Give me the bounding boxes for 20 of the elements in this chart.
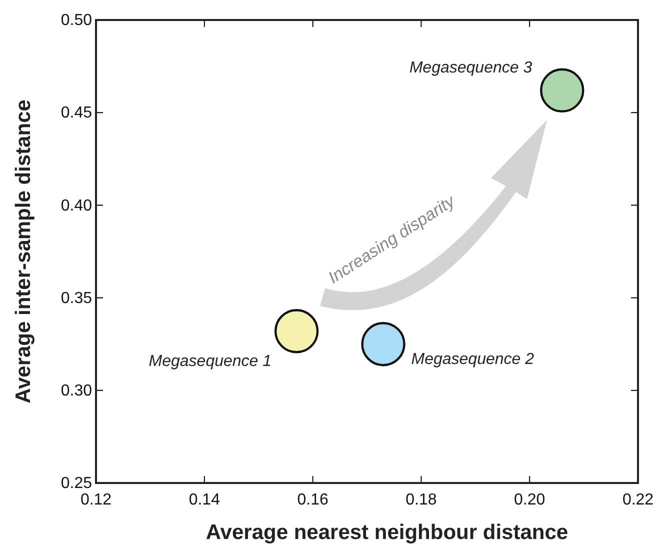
- series-label: Megasequence 1: [148, 353, 272, 370]
- y-tick-label: 0.30: [60, 382, 92, 400]
- x-tick-label: 0.18: [406, 491, 437, 508]
- y-tick-label: 0.25: [60, 475, 92, 492]
- x-tick-label: 0.20: [514, 491, 546, 508]
- point: [274, 309, 319, 354]
- y-tick-label: 0.35: [60, 290, 92, 307]
- x-tick-label: 0.14: [188, 491, 220, 508]
- y-tick-label: 0.45: [60, 104, 92, 122]
- y-tick-label: 0.40: [60, 197, 92, 214]
- y-axis-title: Average inter-sample distance: [12, 100, 35, 404]
- series-label: Megasequence 3: [409, 59, 532, 76]
- series-label: Megasequence 2: [411, 351, 534, 368]
- point: [361, 322, 406, 366]
- point: [540, 68, 584, 112]
- x-tick-label: 0.16: [297, 491, 328, 508]
- x-tick-label: 0.12: [80, 491, 112, 508]
- x-axis-title: Average nearest neighbour distance: [206, 521, 568, 544]
- x-tick-label: 0.22: [622, 491, 654, 508]
- y-tick-label: 0.50: [60, 12, 92, 30]
